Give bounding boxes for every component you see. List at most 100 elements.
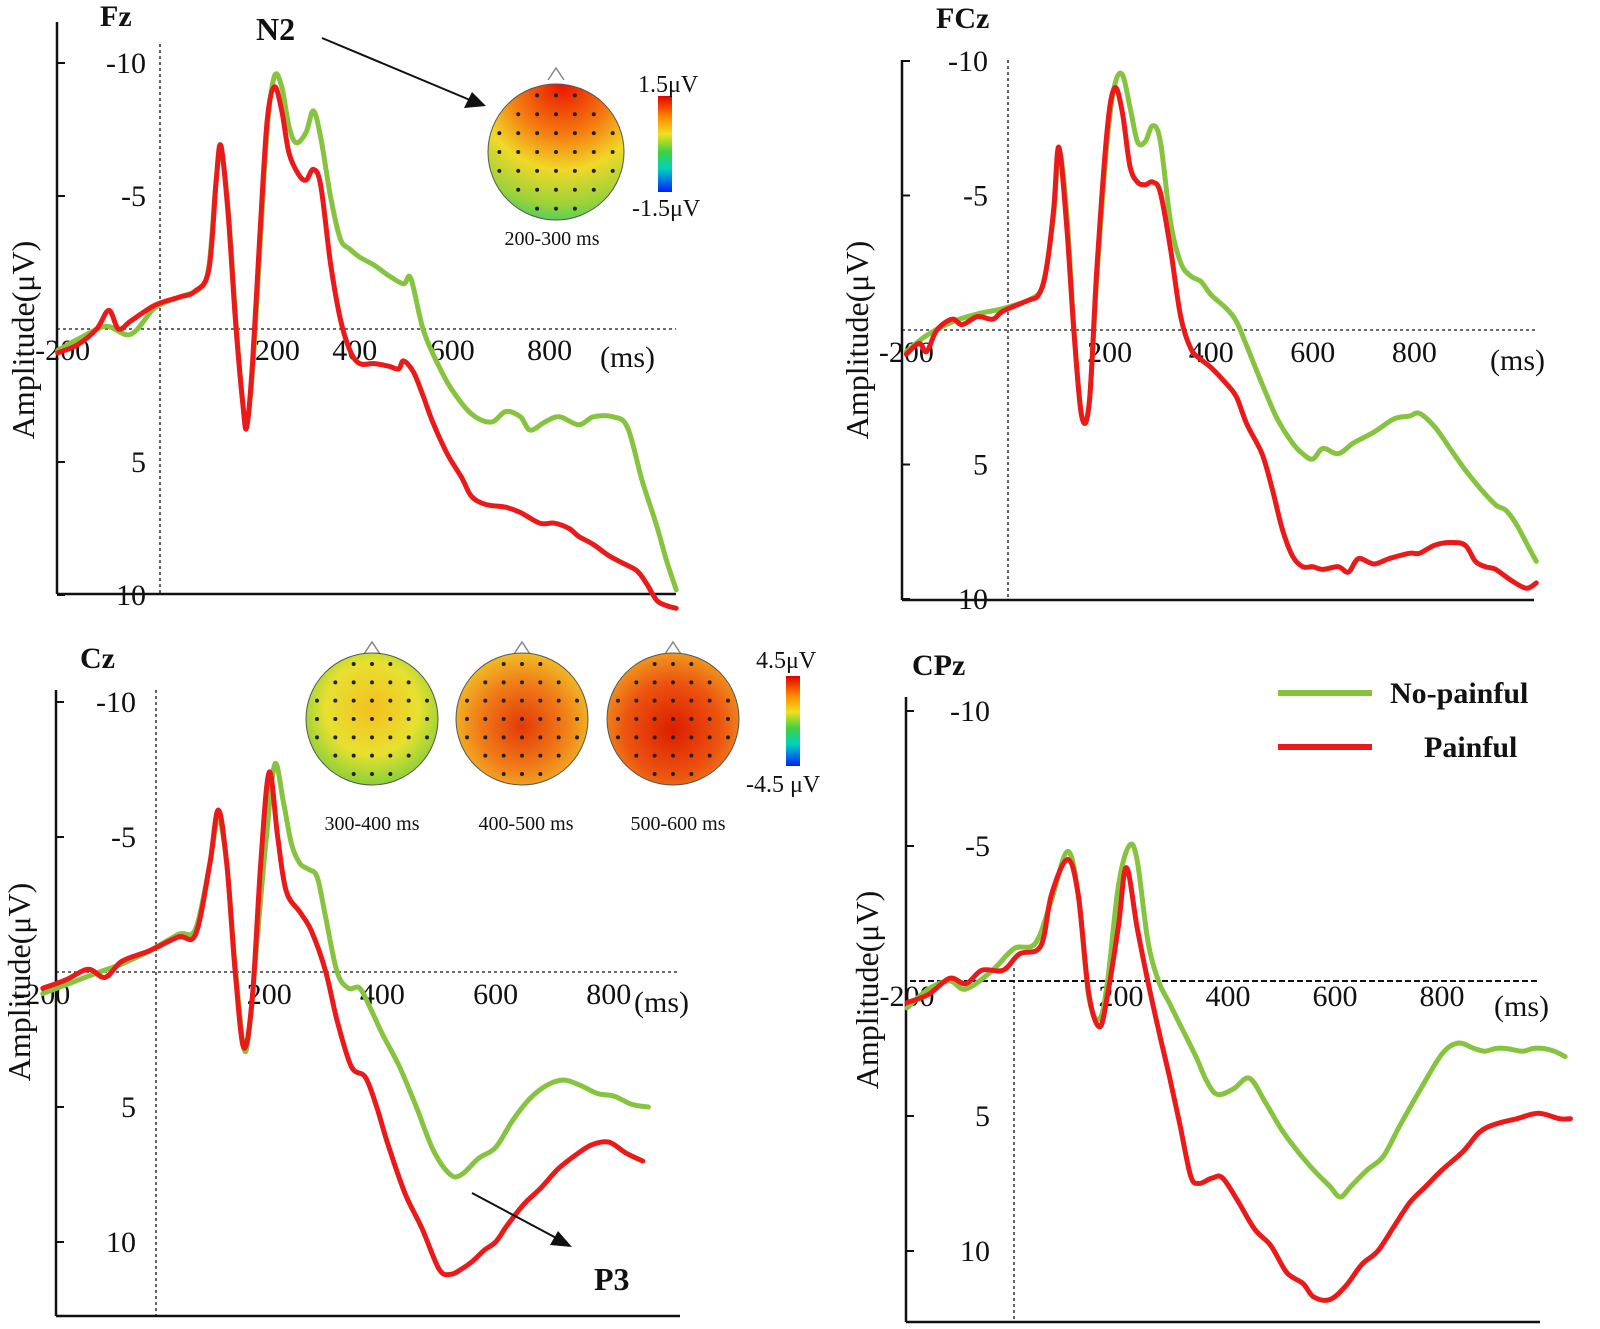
electrode-dot [556, 680, 561, 685]
electrode-dot [501, 698, 506, 703]
electrode-dot [333, 680, 338, 685]
colorbar-min: -1.5μV [632, 196, 701, 222]
electrode-dot [315, 698, 319, 703]
electrode-dot [333, 698, 338, 703]
y-axis-label: Amplitude(μV) [849, 891, 885, 1089]
electrode-dot [634, 698, 639, 703]
electrode-dot [501, 662, 506, 666]
electrode-dot [689, 735, 694, 740]
n2-arrow [321, 37, 471, 101]
electrode-dot [370, 735, 374, 740]
y-tick-label: 10 [106, 1226, 136, 1259]
electrode-dot [370, 717, 374, 721]
electrode-dot [520, 662, 524, 666]
electrode-dot [535, 150, 540, 154]
electrode-dot [616, 735, 620, 740]
x-unit-label: (ms) [600, 341, 655, 374]
electrode-dot [501, 680, 506, 685]
y-ticks: -10 -5 5 10 [906, 695, 990, 1268]
topomap-time-window: 200-300 ms [505, 228, 600, 250]
electrode-dot [616, 698, 620, 703]
topomap-300-400 [305, 640, 439, 786]
y-tick-label: 5 [121, 1091, 136, 1124]
electrode-dot [610, 150, 615, 154]
y-ticks: -10 -5 5 10 [57, 47, 146, 612]
electrode-dot [370, 662, 374, 666]
electrode-dot [554, 131, 558, 136]
electrode-dot [689, 772, 694, 776]
electrode-dot [388, 753, 393, 758]
electrode-dot [501, 772, 506, 776]
electrode-dot [483, 680, 488, 685]
x-tick-label: 600 [1313, 980, 1358, 1013]
channel-label: FCz [936, 2, 989, 35]
y-axis-label: Amplitude(μV) [839, 241, 875, 439]
n2-arrowhead [464, 92, 486, 108]
electrode-dot [572, 150, 577, 154]
electrode-dot [388, 717, 393, 721]
electrode-dot [406, 717, 411, 721]
electrode-dot [535, 187, 540, 192]
electrode-dot [538, 753, 543, 758]
electrode-dot [671, 717, 675, 721]
legend: No-painful Painful [1278, 677, 1528, 764]
electrode-dot [497, 150, 502, 154]
electrode-dot [554, 93, 558, 98]
series-line-painful [40, 769, 646, 1278]
legend-label-no-painful: No-painful [1390, 677, 1528, 710]
x-tick-label: 400 [1206, 980, 1251, 1013]
electrode-dot [520, 735, 524, 740]
topomap-time-window: 400-500 ms [479, 813, 574, 835]
x-tick-label: 800 [586, 978, 631, 1011]
electrode-dot [616, 717, 620, 721]
x-tick-label: 800 [1420, 980, 1465, 1013]
electrode-dot [575, 717, 579, 721]
electrode-dot [671, 698, 675, 703]
electrode-dot [535, 93, 540, 98]
electrode-dot [406, 753, 411, 758]
y-axis-label: Amplitude(μV) [1, 883, 37, 1081]
electrode-dot [575, 735, 579, 740]
electrode-dot [483, 735, 488, 740]
electrode-dot [501, 735, 506, 740]
series-line-no-painful [904, 841, 1568, 1200]
x-tick-label: 800 [527, 334, 572, 367]
electrode-dot [652, 772, 657, 776]
electrode-dot [333, 717, 338, 721]
electrode-dot [572, 112, 577, 117]
electrode-dot [351, 772, 356, 776]
topomap-time-window: 500-600 ms [631, 813, 726, 835]
y-tick-label: 10 [958, 583, 988, 616]
electrode-dot [370, 753, 374, 758]
series-line-painful [904, 857, 1573, 1303]
p3-label: P3 [594, 1261, 630, 1297]
electrode-dot [465, 698, 469, 703]
series-line-painful [55, 84, 679, 611]
electrode-dot [501, 717, 506, 721]
colorbar [786, 676, 800, 766]
electrode-dot [652, 753, 657, 758]
y-tick-label: 10 [116, 579, 146, 612]
electrode-dot [707, 735, 712, 740]
electrode-dot [707, 680, 712, 685]
electrode-dot [556, 698, 561, 703]
channel-label: Fz [100, 0, 132, 33]
topomap-400-500 [455, 640, 589, 786]
p3-arrow [471, 1192, 561, 1241]
electrode-dot [726, 717, 730, 721]
y-tick-label: 5 [975, 1100, 990, 1133]
electrode-dot [556, 717, 561, 721]
electrode-dot [652, 717, 657, 721]
electrode-dot [538, 717, 543, 721]
electrode-dot [572, 131, 577, 136]
series-line-painful [903, 85, 1539, 591]
electrode-dot [572, 168, 577, 173]
colorbar-min: -4.5 μV [746, 772, 821, 798]
series [904, 841, 1573, 1303]
electrode-dot [465, 717, 469, 721]
electrode-dot [554, 150, 558, 154]
electrode-dot [591, 168, 596, 173]
